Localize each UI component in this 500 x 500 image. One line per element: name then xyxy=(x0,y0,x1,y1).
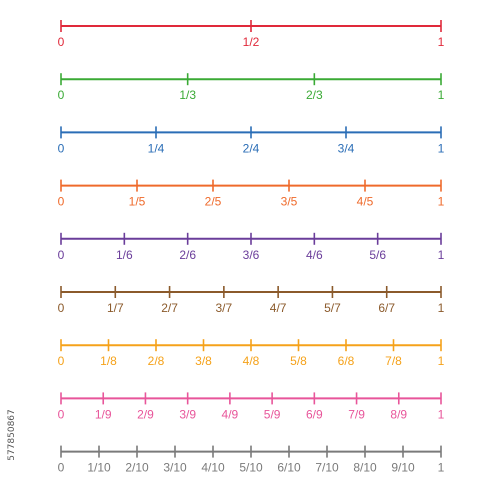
tick-label: 2/7 xyxy=(161,301,178,315)
tick-label: 3/10 xyxy=(163,461,187,475)
tick-label: 2/9 xyxy=(137,407,154,421)
tick-label: 1/3 xyxy=(179,88,196,102)
tick-label: 5/8 xyxy=(290,354,307,368)
tick-label: 3/5 xyxy=(281,195,298,209)
tick-label: 9/10 xyxy=(391,461,415,475)
number-line-2: 0 1/2 1 xyxy=(58,20,445,49)
tick-label: 5/9 xyxy=(264,407,281,421)
number-line-8: 0 1/8 2/8 3/8 4/8 5/8 6/8 7/8 1 xyxy=(58,339,445,368)
tick-label: 5/6 xyxy=(369,248,386,262)
tick-label: 4/10 xyxy=(201,461,225,475)
number-line-5: 0 1/5 2/5 3/5 4/5 1 xyxy=(58,179,445,209)
tick-label: 6/8 xyxy=(338,354,355,368)
number-line-10: 0 1/10 2/10 3/10 4/10 5/10 6/10 7/10 8/10 9/10 1 xyxy=(58,445,445,475)
tick-label: 2/5 xyxy=(205,195,222,209)
tick-label: 2/3 xyxy=(306,88,323,102)
number-line-3: 0 1/3 2/3 1 xyxy=(58,73,445,102)
tick-label: 0 xyxy=(58,407,65,421)
tick-label: 1 xyxy=(438,88,445,102)
side-id-text: 577850867 xyxy=(7,409,17,461)
tick-label: 3/6 xyxy=(243,248,260,262)
tick-label: 4/6 xyxy=(306,248,323,262)
tick-label: 1 xyxy=(438,301,445,315)
tick-label: 1/9 xyxy=(95,407,112,421)
tick-label: 2/4 xyxy=(243,141,260,155)
tick-label: 1 xyxy=(438,195,445,209)
tick-label: 1/10 xyxy=(87,461,111,475)
tick-label: 1 xyxy=(438,461,445,475)
tick-label: 0 xyxy=(58,141,65,155)
tick-label: 7/8 xyxy=(385,354,402,368)
tick-label: 8/9 xyxy=(390,407,407,421)
tick-label: 0 xyxy=(58,301,65,315)
tick-label: 1 xyxy=(438,354,445,368)
tick-label: 3/4 xyxy=(338,141,355,155)
tick-label: 3/7 xyxy=(216,301,233,315)
tick-label: 5/10 xyxy=(239,461,263,475)
tick-label: 1/7 xyxy=(107,301,124,315)
tick-label: 7/9 xyxy=(348,407,365,421)
tick-label: 4/5 xyxy=(357,195,374,209)
tick-label: 1 xyxy=(438,141,445,155)
tick-label: 1 xyxy=(438,35,445,49)
tick-label: 1 xyxy=(438,248,445,262)
tick-label: 1/4 xyxy=(148,141,165,155)
number-line-9: 0 1/9 2/9 3/9 4/9 5/9 6/9 7/9 8/9 1 xyxy=(58,392,445,421)
tick-label: 4/8 xyxy=(243,354,260,368)
tick-label: 3/8 xyxy=(195,354,212,368)
tick-label: 0 xyxy=(58,195,65,209)
tick-label: 1/5 xyxy=(129,195,146,209)
tick-label: 4/9 xyxy=(222,407,239,421)
tick-label: 0 xyxy=(58,88,65,102)
number-line-4: 0 1/4 2/4 3/4 1 xyxy=(58,126,445,155)
number-line-6: 0 1/6 2/6 3/6 4/6 5/6 1 xyxy=(58,232,445,262)
tick-label: 0 xyxy=(58,461,65,475)
tick-label: 3/9 xyxy=(179,407,196,421)
tick-label: 7/10 xyxy=(315,461,339,475)
tick-label: 6/10 xyxy=(277,461,301,475)
tick-label: 1 xyxy=(438,407,445,421)
tick-label: 1/6 xyxy=(116,248,133,262)
tick-label: 2/8 xyxy=(148,354,165,368)
tick-label: 2/6 xyxy=(179,248,196,262)
number-line-7: 0 1/7 2/7 3/7 4/7 5/7 6/7 1 xyxy=(58,286,445,315)
tick-label: 6/9 xyxy=(306,407,323,421)
tick-label: 0 xyxy=(58,35,65,49)
tick-label: 4/7 xyxy=(270,301,287,315)
tick-label: 0 xyxy=(58,354,65,368)
tick-label: 8/10 xyxy=(353,461,377,475)
tick-label: 0 xyxy=(58,248,65,262)
tick-label: 1/2 xyxy=(243,35,260,49)
tick-label: 1/8 xyxy=(100,354,117,368)
tick-label: 5/7 xyxy=(324,301,341,315)
tick-label: 6/7 xyxy=(378,301,395,315)
tick-label: 2/10 xyxy=(125,461,149,475)
